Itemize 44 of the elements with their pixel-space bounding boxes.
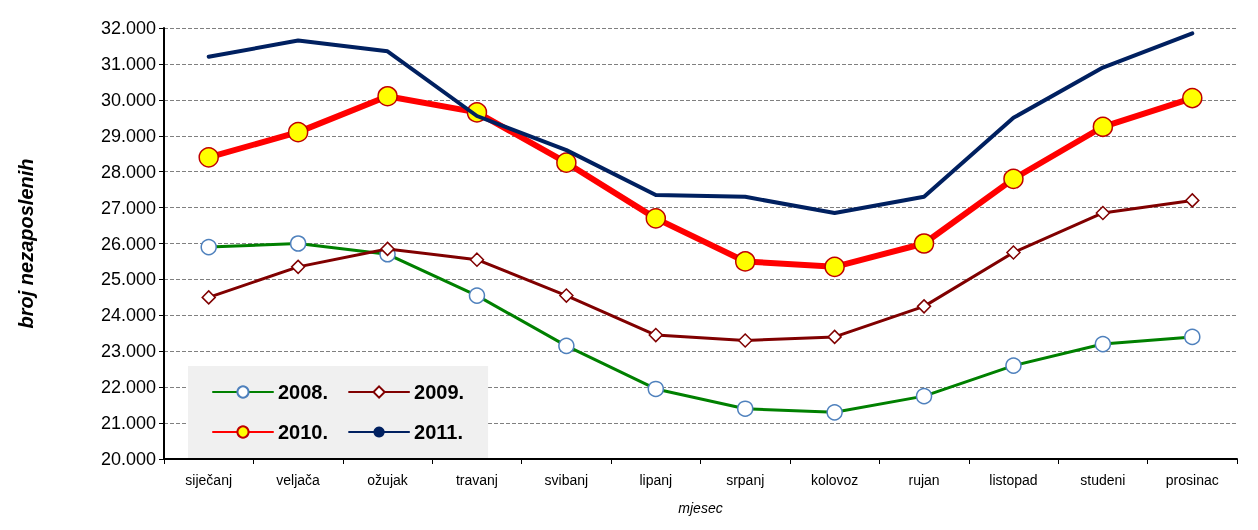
x-tick-label: svibanj [544,472,589,488]
legend-label: 2011. [414,421,463,443]
point [559,288,574,303]
x-tick-label: prosinac [1165,472,1219,488]
point [290,259,306,275]
legend-label: 2009. [414,381,465,403]
x-tick-label: listopad [989,472,1038,488]
y-tick-label: 31.000 [100,53,156,74]
point [380,241,395,257]
x-tick-label: rujan [908,472,940,488]
y-tick-label: 26.000 [100,233,156,254]
y-axis-title: broj nezaposlenih [15,158,37,329]
point [1185,193,1200,208]
point [1006,245,1021,260]
y-tick-label: 21.000 [100,413,156,434]
x-tick-label: kolovoz [810,472,859,488]
x-tick-label: veljača [276,472,321,488]
point [737,333,753,348]
y-tick-label: 20.000 [100,449,156,469]
point [469,252,485,267]
point [648,327,664,343]
x-tick-label: travanj [455,472,498,488]
y-tick-label: 22.000 [100,377,156,398]
y-tick-label: 30.000 [100,89,156,110]
y-tick-label: 29.000 [100,125,156,146]
x-tick-label: ožujak [367,472,409,488]
x-axis-title: mjesec [678,500,723,516]
y-tick-label: 24.000 [100,305,156,326]
y-tick-label: 28.000 [100,161,156,182]
x-tick-label: siječanj [185,472,233,488]
point [1095,205,1111,221]
x-tick-label: srpanj [726,472,765,488]
line-series [206,31,1195,215]
legend-label: 2008. [278,381,329,403]
y-tick-label: 27.000 [100,197,156,218]
legend-label: 2010. [278,421,329,443]
point [201,290,216,305]
y-tick-label: 32.000 [100,18,156,38]
point [827,329,842,345]
x-tick-label: lipanj [639,472,673,488]
y-tick-label: 25.000 [100,269,156,290]
y-tick-label: 23.000 [100,341,156,362]
point [916,299,932,314]
x-tick-label: studeni [1080,472,1126,488]
